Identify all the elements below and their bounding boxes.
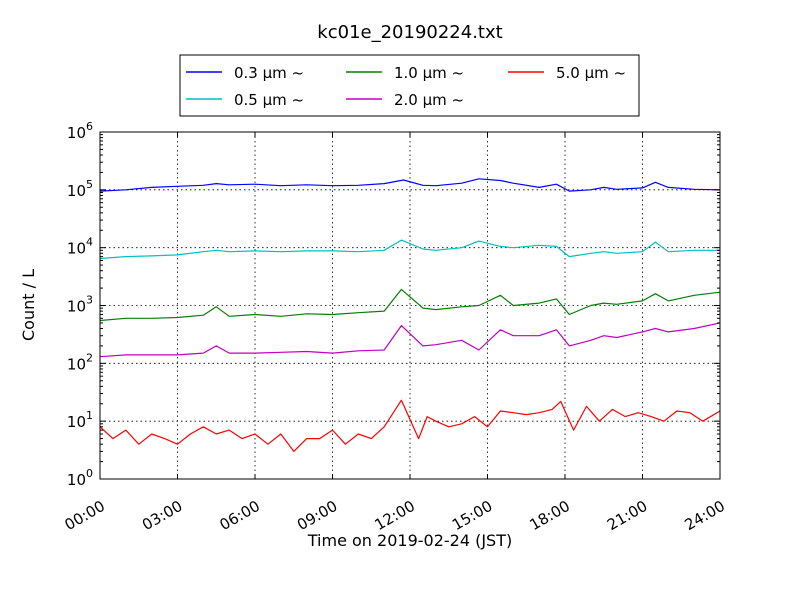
x-tick-label: 24:00 [682, 497, 728, 534]
x-tick-label: 18:00 [527, 497, 573, 534]
y-tick-label: 100 [67, 467, 93, 489]
legend-item: 0.3 μm ~ [186, 64, 304, 82]
series-line-4 [99, 399, 721, 452]
series-line-0 [99, 178, 721, 192]
x-axis-label: Time on 2019-02-24 (JST) [307, 531, 512, 550]
x-tick-label: 03:00 [139, 497, 185, 534]
legend-item: 5.0 μm ~ [508, 64, 626, 82]
x-tick-label: 00:00 [62, 497, 108, 534]
legend: 0.3 μm ~ 0.5 μm ~ 1.0 μm ~ 2.0 μm ~ 5.0 μm ~ [179, 54, 640, 117]
x-tick-label: 06:00 [217, 497, 263, 534]
grid [100, 132, 720, 479]
legend-item: 0.5 μm ~ [186, 91, 304, 109]
y-tick-label: 105 [67, 178, 93, 200]
series-line-2 [99, 288, 721, 322]
legend-label: 1.0 μm ~ [394, 64, 464, 82]
legend-frame [179, 54, 640, 117]
legend-item: 2.0 μm ~ [346, 91, 464, 109]
x-tick-label: 21:00 [604, 497, 650, 534]
series-line-1 [99, 239, 720, 260]
y-tick-label: 102 [67, 351, 93, 373]
x-tick-label: 09:00 [294, 497, 340, 534]
chart-title: kc01e_20190224.txt [317, 22, 502, 43]
x-tick-label: 15:00 [449, 497, 495, 534]
legend-label: 5.0 μm ~ [556, 64, 626, 82]
legend-label: 2.0 μm ~ [394, 91, 464, 109]
legend-label: 0.3 μm ~ [234, 64, 304, 82]
legend-item: 1.0 μm ~ [346, 64, 464, 82]
series-line-3 [99, 322, 721, 358]
x-tick-label: 12:00 [372, 497, 418, 534]
y-tick-label: 106 [67, 120, 93, 142]
y-tick-label: 104 [67, 236, 93, 258]
y-axis-label: Count / L [19, 269, 38, 341]
y-tick-label: 101 [67, 409, 93, 431]
legend-label: 0.5 μm ~ [234, 91, 304, 109]
y-tick-label: 103 [67, 294, 93, 316]
series-lines [99, 178, 721, 452]
